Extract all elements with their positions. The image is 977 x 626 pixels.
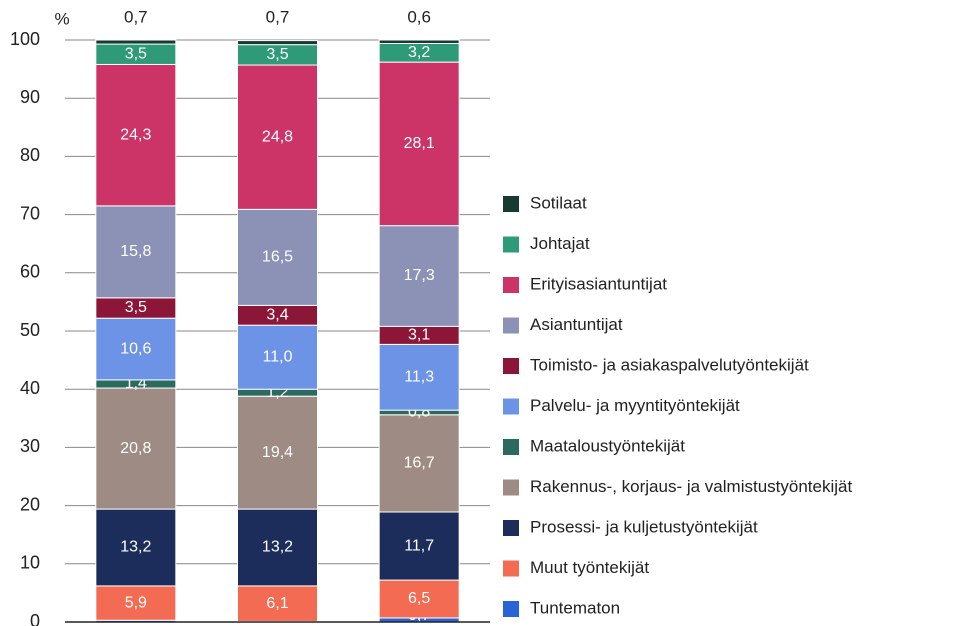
y-tick-label: 30 [20, 436, 40, 456]
legend-label: Johtajat [530, 234, 590, 253]
bar-segment [95, 317, 177, 381]
legend-label: Prosessi- ja kuljetustyöntekijät [530, 517, 758, 536]
legend-label: Toimisto- ja asiakaspalvelutyöntekijät [530, 355, 809, 374]
y-tick-label: 80 [20, 145, 40, 165]
legend-swatch [503, 520, 519, 536]
bar-segment [378, 225, 460, 327]
legend-label: Erityisasiantuntijat [530, 274, 667, 293]
legend-swatch [503, 479, 519, 496]
legend-swatch [503, 601, 519, 617]
bar-segment [378, 414, 460, 513]
data-label: 19,4 [262, 444, 293, 461]
legend-swatch [503, 317, 519, 334]
legend-label: Tuntematon [530, 598, 620, 617]
data-label: 0,7 [124, 7, 148, 26]
y-tick-label: 10 [20, 553, 40, 573]
bar-segment [95, 39, 177, 45]
bar-segment [237, 64, 318, 210]
data-label: 3,4 [266, 307, 288, 324]
bar-segment [237, 324, 318, 390]
legend-label: Maataloustyöntekijät [530, 436, 685, 455]
bar-segment [378, 511, 460, 581]
data-label: 11,7 [404, 537, 434, 554]
data-label: 13,2 [120, 539, 151, 556]
data-label: 3,5 [125, 299, 147, 316]
data-label: 16,5 [262, 249, 293, 266]
legend-swatch [503, 398, 519, 415]
bar-segment [378, 39, 460, 44]
y-tick-label: 100 [10, 29, 40, 49]
y-tick-label: 70 [20, 203, 40, 223]
legend-label: Asiantuntijat [530, 315, 623, 334]
data-label: 10,6 [120, 340, 151, 357]
y-tick-label: 40 [20, 378, 40, 398]
legend-swatch [503, 358, 519, 374]
bar-segment [237, 40, 318, 46]
bar-segment [378, 61, 460, 227]
data-label: 13,2 [262, 539, 293, 556]
y-tick-label: 0 [30, 611, 40, 626]
data-label: 6,5 [408, 590, 430, 607]
data-label: 28,1 [404, 135, 435, 152]
data-label: 15,8 [120, 243, 151, 260]
data-label: 11,3 [404, 368, 434, 385]
y-tick-label: 90 [20, 87, 40, 107]
bar-segment [95, 63, 177, 207]
data-label: 3,5 [125, 45, 147, 62]
y-tick-label: 20 [20, 494, 40, 514]
data-label: 16,7 [404, 455, 435, 472]
bar-segment [237, 208, 318, 306]
data-label: 11,0 [263, 348, 293, 365]
bar-segment [95, 508, 177, 587]
data-label: 3,1 [408, 327, 430, 344]
bar-segment [95, 387, 177, 510]
data-label: 3,2 [408, 44, 430, 61]
legend-label: Sotilaat [530, 193, 587, 212]
legend-label: Palvelu- ja myyntityöntekijät [530, 396, 740, 415]
data-label: 0,6 [407, 7, 431, 26]
data-label: 0,7 [266, 7, 290, 26]
data-label: 3,5 [266, 46, 288, 63]
data-label: 6,1 [266, 595, 288, 612]
bar-segment [95, 205, 177, 299]
bar-segment [378, 343, 460, 411]
data-label: 20,8 [120, 440, 151, 457]
y-tick-label: 50 [20, 320, 40, 340]
bar-segment [237, 508, 318, 587]
data-label: 24,3 [120, 126, 151, 143]
legend-swatch [503, 560, 519, 577]
legend-label: Muut työntekijät [530, 558, 649, 577]
legend-swatch [503, 439, 519, 455]
bar-segment [378, 579, 460, 619]
y-axis-label: % [54, 9, 69, 28]
data-label: 5,9 [125, 594, 147, 611]
legend-swatch [503, 277, 519, 293]
y-tick-label: 60 [20, 262, 40, 282]
data-label: 17,3 [404, 267, 435, 284]
bar-segment [237, 585, 318, 622]
bar-segment [237, 395, 318, 510]
legend-swatch [503, 236, 519, 253]
legend-swatch [503, 196, 519, 212]
legend-label: Rakennus-, korjaus- ja valmistustyönteki… [530, 477, 852, 496]
data-label: 24,8 [262, 128, 293, 145]
